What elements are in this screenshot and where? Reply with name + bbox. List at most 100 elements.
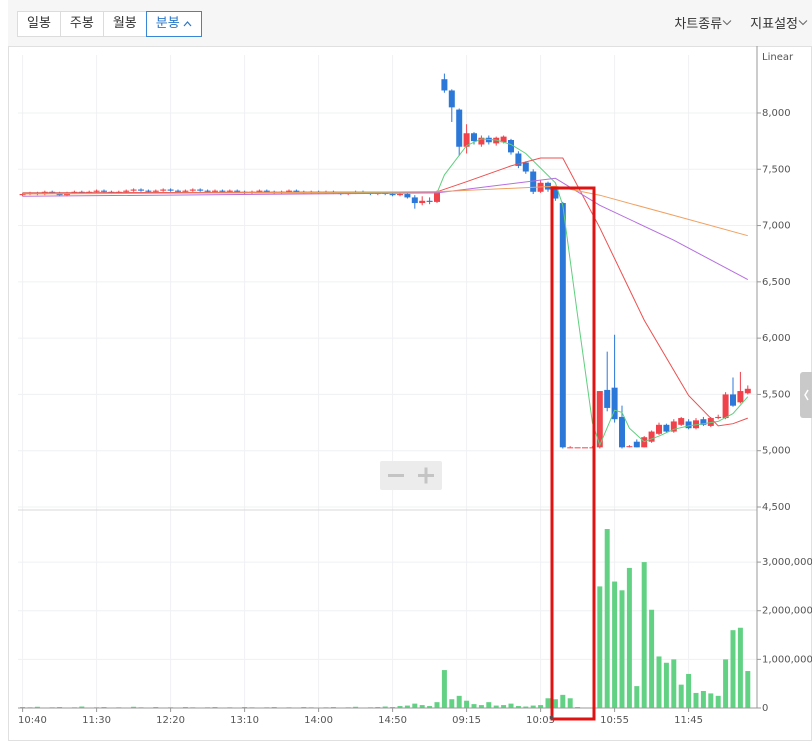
volume-bar xyxy=(538,705,544,708)
chevron-down xyxy=(798,20,808,26)
candle-body xyxy=(419,200,426,204)
candle-body xyxy=(567,447,574,449)
candle-body xyxy=(663,424,670,432)
candle-body xyxy=(522,162,529,172)
volume-bar xyxy=(441,670,447,708)
candle-body xyxy=(93,190,100,192)
volume-bar xyxy=(745,671,751,708)
candle-body xyxy=(256,190,263,192)
volume-bar xyxy=(730,630,736,708)
y-tick-label: 6,000 xyxy=(762,333,791,344)
candle-body xyxy=(197,189,204,191)
candle-body xyxy=(101,190,107,192)
volume-bar xyxy=(737,627,743,708)
volume-bar xyxy=(552,699,558,708)
candle-body xyxy=(19,194,26,196)
candle-body xyxy=(730,394,736,406)
y-tick-label: 5,000 xyxy=(762,446,791,457)
candle-body xyxy=(123,190,130,192)
volume-bar xyxy=(663,662,669,708)
candle-body xyxy=(478,137,485,145)
candle-body xyxy=(441,79,448,91)
volume-bar xyxy=(419,705,425,708)
y-tick-label: 6,500 xyxy=(762,277,791,288)
candle-body xyxy=(234,190,241,192)
moving-average-line xyxy=(22,185,748,237)
volume-bar xyxy=(523,706,529,708)
candle-body xyxy=(293,190,300,192)
tab[interactable]: 월봉 xyxy=(102,11,147,37)
volume-bar xyxy=(626,567,632,708)
x-tick-label: 09:15 xyxy=(452,715,481,726)
candle-body xyxy=(175,190,181,192)
x-tick-label: 12:20 xyxy=(156,715,185,726)
candle-body xyxy=(145,190,152,192)
zoom-control[interactable] xyxy=(380,461,442,490)
highlight-box xyxy=(550,186,596,721)
menu[interactable]: 지표설정 xyxy=(750,13,808,32)
volume-bar xyxy=(382,706,388,708)
volume-bar xyxy=(508,703,514,708)
volume-bar xyxy=(723,659,729,708)
candle-body xyxy=(737,391,744,403)
candle-body xyxy=(596,391,603,448)
volume-bar xyxy=(412,703,418,708)
side-tab[interactable] xyxy=(800,372,812,418)
candle-body xyxy=(485,137,492,143)
candle-body xyxy=(411,197,418,204)
candle-body xyxy=(426,200,433,202)
candle-body xyxy=(219,190,226,192)
candle-body xyxy=(611,387,618,420)
tab[interactable]: 일봉 xyxy=(17,11,61,37)
candle-body xyxy=(722,394,729,419)
x-tick-label: 13:10 xyxy=(230,715,259,726)
candle-body xyxy=(493,137,500,144)
plot xyxy=(19,73,751,708)
grid xyxy=(18,55,757,709)
candle-body xyxy=(397,194,403,196)
candle-body xyxy=(744,388,751,394)
candle-body xyxy=(530,171,537,192)
candle-body xyxy=(589,447,596,449)
volume-tick-label: 2,000,000 xyxy=(762,606,812,617)
volume-bar xyxy=(427,706,433,708)
candle-body xyxy=(619,416,625,448)
tab[interactable]: 분봉 xyxy=(145,11,202,37)
volume-bar xyxy=(464,700,470,708)
side-panel-toggle[interactable] xyxy=(800,372,812,418)
candle-body xyxy=(648,431,655,442)
candle-body xyxy=(678,418,685,425)
menu-label: 지표설정 xyxy=(750,17,798,32)
candle-body xyxy=(286,190,292,192)
candle-body xyxy=(670,421,677,432)
moving-average-line xyxy=(22,138,749,447)
candle-body xyxy=(167,189,174,191)
x-tick-label: 14:50 xyxy=(378,715,407,726)
menus: 차트종류 지표설정 xyxy=(656,13,808,32)
candle-body xyxy=(204,190,211,192)
volume-bar xyxy=(478,705,484,708)
volume-bar xyxy=(131,706,137,708)
volume-tick-label: 3,000,000 xyxy=(762,557,812,568)
volume-bar xyxy=(486,702,492,708)
tab-label: 주봉 xyxy=(69,16,94,31)
moving-average-line xyxy=(22,157,748,427)
candle-body xyxy=(700,419,707,425)
chevron-down xyxy=(722,20,732,26)
volume-tick-label: 1,000,000 xyxy=(762,654,812,665)
volume-bar xyxy=(501,705,507,708)
volume-bar xyxy=(641,562,647,708)
candle-body xyxy=(212,190,218,192)
volume-bar xyxy=(471,704,477,708)
candle-body xyxy=(471,133,477,142)
candle-body xyxy=(685,421,692,429)
volume-bar xyxy=(604,529,610,708)
candle-body xyxy=(448,90,455,108)
volume-bar xyxy=(597,586,603,708)
candle-body xyxy=(559,203,566,448)
menu[interactable]: 차트종류 xyxy=(674,13,732,32)
candle-body xyxy=(152,190,159,192)
volume-bar xyxy=(715,695,721,708)
y-tick-label: 4,500 xyxy=(762,502,791,513)
